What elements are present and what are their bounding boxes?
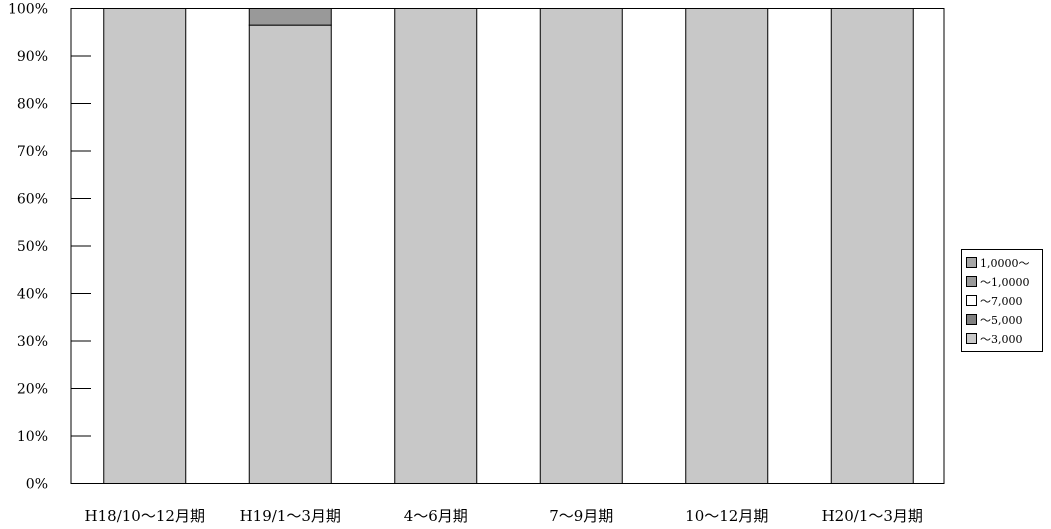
x-category-label: H20/1～3月期 bbox=[822, 507, 923, 525]
y-tick-label: 60% bbox=[17, 192, 48, 208]
bar-segment bbox=[830, 8, 914, 484]
y-axis: 0% 10% 20% 30% 40% 50% 60% 70% 80% 90% 100% bbox=[8, 2, 91, 493]
y-tick-label: 30% bbox=[17, 334, 48, 350]
legend-swatch bbox=[966, 333, 977, 344]
bars-group bbox=[103, 8, 914, 484]
x-category-label: 7～9月期 bbox=[549, 507, 613, 525]
legend-swatch bbox=[966, 314, 977, 325]
legend-item: 1,0000～ bbox=[966, 253, 1039, 272]
y-tick-label: 50% bbox=[17, 239, 48, 255]
y-tick-label: 80% bbox=[17, 97, 48, 113]
plot-area-frame bbox=[70, 8, 945, 484]
x-category-label: H18/10～12月期 bbox=[85, 507, 205, 525]
x-axis-labels: H18/10～12月期 H19/1～3月期 4～6月期 7～9月期 10～12月期 H20… bbox=[85, 507, 923, 525]
x-category-label: 4～6月期 bbox=[404, 507, 468, 525]
bar-segment bbox=[103, 8, 187, 484]
bar-segment bbox=[539, 8, 623, 484]
legend-item: ～1,0000 bbox=[966, 272, 1039, 291]
bar-segment bbox=[685, 8, 769, 484]
y-tick-label: 90% bbox=[17, 49, 48, 65]
bar-segment bbox=[248, 8, 332, 26]
legend-item: ～5,000 bbox=[966, 310, 1039, 329]
legend-swatch bbox=[966, 295, 977, 306]
y-tick-label: 70% bbox=[17, 144, 48, 160]
bar-segment bbox=[248, 24, 332, 484]
legend-label: ～3,000 bbox=[980, 332, 1023, 346]
legend-swatch bbox=[966, 276, 977, 287]
x-category-label: 10～12月期 bbox=[685, 507, 768, 525]
legend: 1,0000～ ～1,0000 ～7,000 ～5,000 ～3,000 bbox=[961, 249, 1043, 352]
x-category-label: H19/1～3月期 bbox=[240, 507, 341, 525]
legend-label: ～1,0000 bbox=[980, 275, 1030, 289]
bar-segment bbox=[394, 8, 478, 484]
legend-item: ～3,000 bbox=[966, 329, 1039, 348]
y-tick-label: 40% bbox=[17, 287, 48, 303]
y-tick-label: 10% bbox=[17, 429, 48, 445]
y-tick-label: 0% bbox=[26, 477, 48, 493]
legend-item: ～7,000 bbox=[966, 291, 1039, 310]
legend-label: 1,0000～ bbox=[980, 256, 1030, 270]
y-tick-label: 100% bbox=[8, 2, 48, 18]
y-tick-label: 20% bbox=[17, 382, 48, 398]
legend-label: ～7,000 bbox=[980, 294, 1023, 308]
legend-label: ～5,000 bbox=[980, 313, 1023, 327]
legend-swatch bbox=[966, 257, 977, 268]
